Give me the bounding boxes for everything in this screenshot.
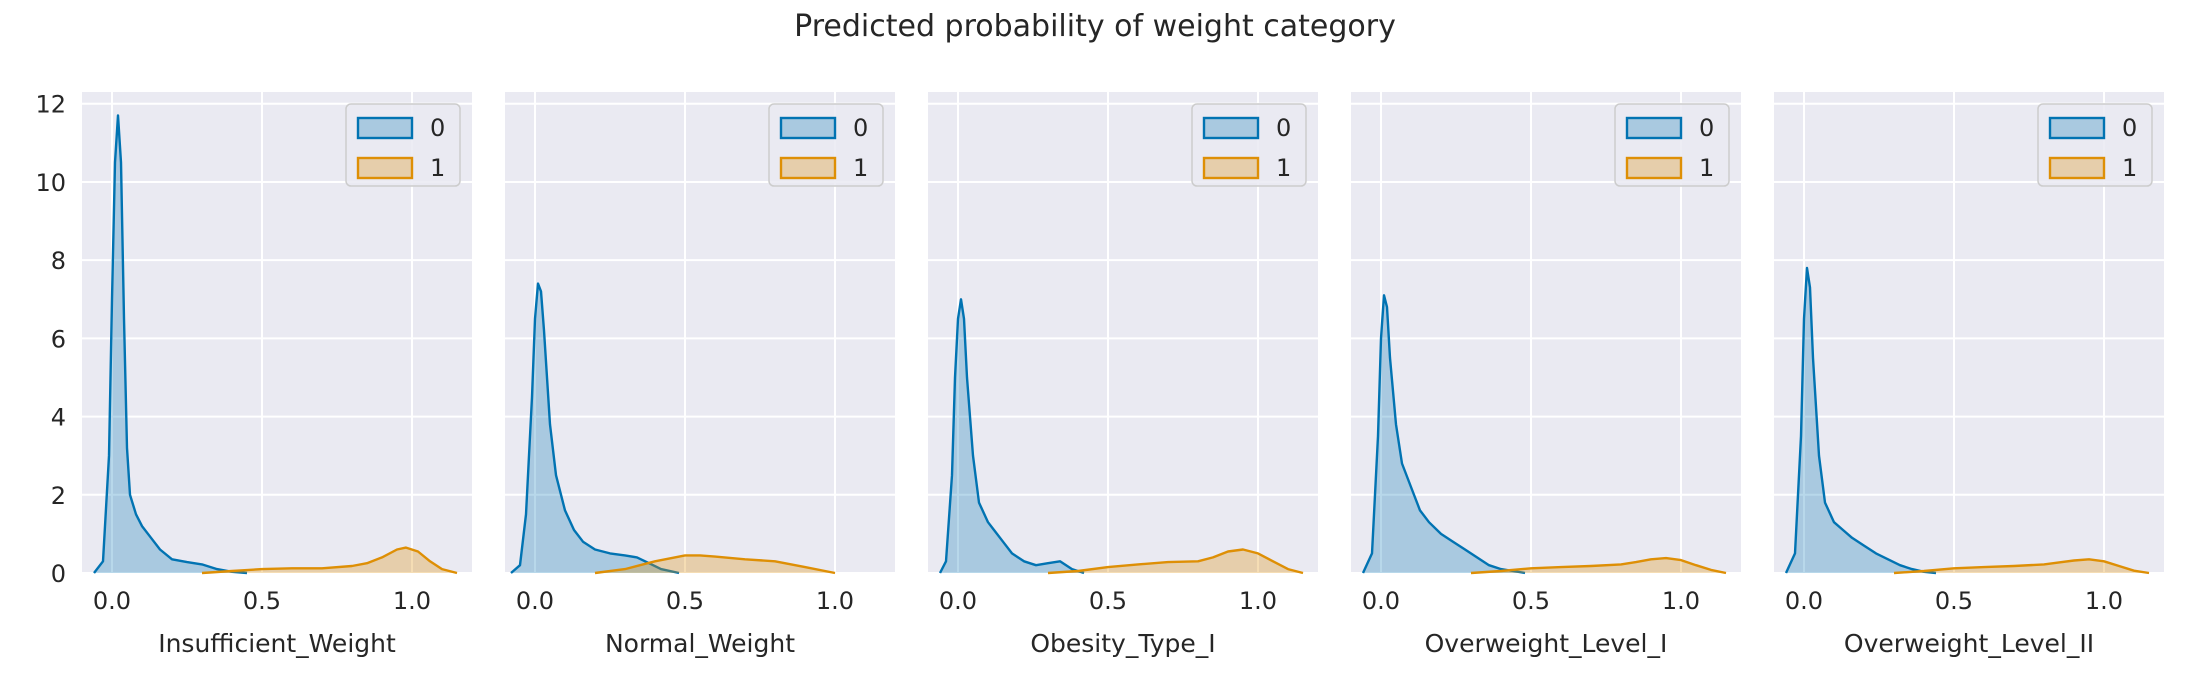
x-tick-label: 1.0 <box>393 587 431 615</box>
x-tick-label: 1.0 <box>1239 587 1277 615</box>
legend: 01 <box>2037 103 2153 187</box>
x-tick-label: 0.0 <box>1362 587 1400 615</box>
legend: 01 <box>345 103 461 187</box>
y-tick-label: 12 <box>35 91 66 119</box>
density-line-series-0 <box>1361 294 1526 575</box>
x-axis-label: Normal_Weight <box>605 629 795 658</box>
panels: 0.0 0.5 1.0024681012Insufficient_Weight010… <box>35 91 2164 658</box>
legend-label-0: 0 <box>2122 114 2137 142</box>
x-tick-label: 1.0 <box>1662 587 1700 615</box>
x-tick-label: 0.5 <box>1512 587 1550 615</box>
density-line-series-0 <box>93 114 248 575</box>
x-tick-label: 1.0 <box>816 587 854 615</box>
legend-swatch-0 <box>356 116 414 140</box>
legend-swatch-1 <box>1625 156 1683 180</box>
x-axis-label: Insufficient_Weight <box>158 629 396 658</box>
legend-box <box>1614 103 1730 187</box>
y-tick-label: 10 <box>35 169 66 197</box>
density-line-series-1 <box>594 554 836 575</box>
density-area-series-0 <box>511 283 679 573</box>
x-tick-label: 1.0 <box>2085 587 2123 615</box>
legend-box <box>2037 103 2153 187</box>
y-tick-label: 4 <box>51 404 66 432</box>
legend-label-0: 0 <box>853 114 868 142</box>
legend-swatch-0 <box>2048 116 2106 140</box>
density-area-series-0 <box>940 299 1084 573</box>
legend-label-0: 0 <box>1699 114 1714 142</box>
legend-box <box>345 103 461 187</box>
legend-box <box>768 103 884 187</box>
legend-swatch-1 <box>2048 156 2106 180</box>
legend-box <box>1191 103 1307 187</box>
density-line-series-0 <box>1784 266 1937 575</box>
x-tick-label: 0.5 <box>666 587 704 615</box>
legend-label-0: 0 <box>1276 114 1291 142</box>
y-tick-label: 2 <box>51 482 66 510</box>
density-line-series-1 <box>1047 548 1304 575</box>
legend-swatch-0 <box>779 116 837 140</box>
legend-label-1: 1 <box>853 154 868 182</box>
x-tick-label: 0.5 <box>1935 587 1973 615</box>
legend: 01 <box>768 103 884 187</box>
legend-label-1: 1 <box>430 154 445 182</box>
x-axis-label: Obesity_Type_I <box>1030 629 1215 658</box>
legend-label-1: 1 <box>1276 154 1291 182</box>
density-area-series-0 <box>1363 295 1525 573</box>
y-tick-label: 8 <box>51 247 66 275</box>
x-tick-label: 0.5 <box>1089 587 1127 615</box>
x-tick-label: 0.5 <box>243 587 281 615</box>
x-axis-label: Overweight_Level_II <box>1844 629 2094 658</box>
y-tick-label: 0 <box>51 560 66 588</box>
density-area-series-0 <box>94 115 247 573</box>
legend-label-0: 0 <box>430 114 445 142</box>
legend-swatch-1 <box>356 156 414 180</box>
x-axis-label: Overweight_Level_I <box>1425 629 1668 658</box>
legend-swatch-1 <box>779 156 837 180</box>
legend: 01 <box>1614 103 1730 187</box>
density-line-series-0 <box>938 298 1085 575</box>
x-tick-label: 0.0 <box>939 587 977 615</box>
density-line-series-1 <box>1470 556 1727 575</box>
legend-label-1: 1 <box>1699 154 1714 182</box>
density-line-series-0 <box>510 282 680 575</box>
density-area-series-1 <box>595 555 835 573</box>
legend-label-1: 1 <box>2122 154 2137 182</box>
x-tick-label: 0.0 <box>93 587 131 615</box>
legend-swatch-0 <box>1625 116 1683 140</box>
density-line-series-1 <box>201 546 458 575</box>
x-tick-label: 0.0 <box>516 587 554 615</box>
legend-swatch-0 <box>1202 116 1260 140</box>
density-line-series-1 <box>1893 558 2150 575</box>
y-tick-label: 6 <box>51 325 66 353</box>
density-area-series-1 <box>202 547 457 573</box>
figure-title: Predicted probability of weight category <box>794 9 1396 44</box>
legend-swatch-1 <box>1202 156 1260 180</box>
x-tick-label: 0.0 <box>1785 587 1823 615</box>
legend: 01 <box>1191 103 1307 187</box>
